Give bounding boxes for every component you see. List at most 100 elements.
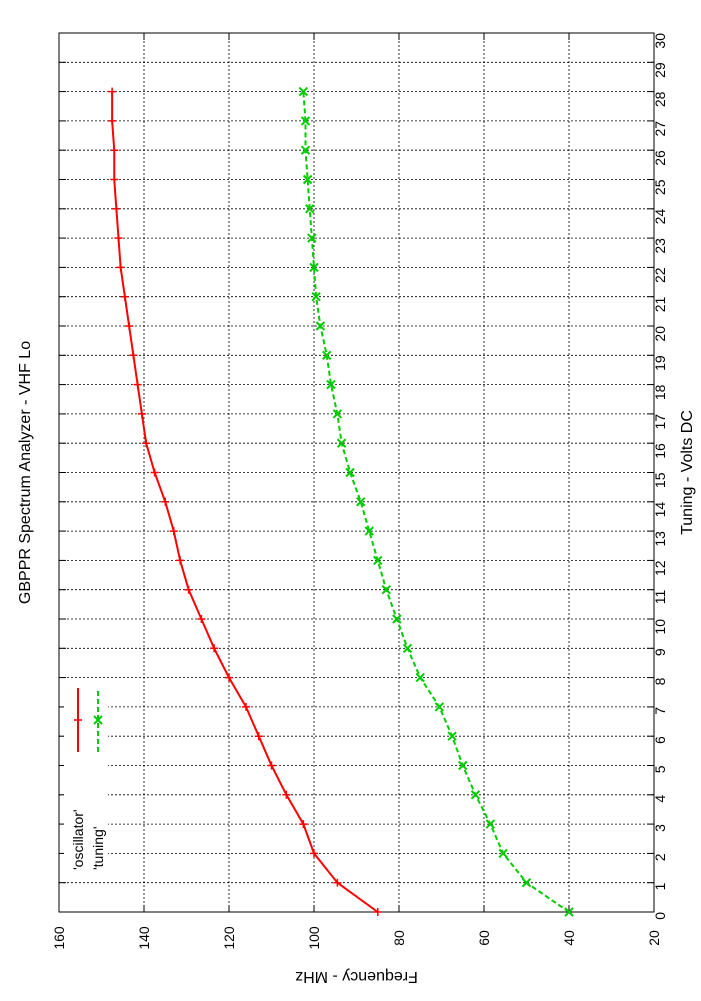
data-point (210, 644, 219, 653)
data-point (129, 351, 138, 360)
tick-label-x: 11 (652, 589, 668, 604)
tick-label-x: 18 (652, 384, 668, 400)
data-point (402, 643, 413, 654)
tick-label-y: 100 (306, 926, 322, 950)
data-point (336, 438, 347, 448)
chart-title: GBPPR Spectrum Analyzer - VHF Lo (17, 341, 34, 604)
data-point (108, 116, 117, 125)
data-point (169, 527, 178, 536)
tick-label-y: 40 (561, 930, 577, 946)
tick-label-x: 30 (652, 33, 668, 49)
series-line (302, 91, 570, 913)
data-point (447, 731, 457, 741)
data-point (110, 175, 119, 184)
data-point (225, 673, 233, 682)
series-1 (298, 86, 574, 917)
data-point (498, 848, 508, 859)
tick-label-x: 3 (652, 824, 668, 832)
data-point (298, 86, 309, 97)
data-point (305, 204, 315, 214)
data-point (434, 702, 445, 712)
data-point (114, 234, 123, 243)
data-point (564, 907, 574, 917)
tick-label-x: 17 (652, 414, 668, 430)
data-point (300, 116, 311, 126)
tick-label-x: 1 (652, 882, 668, 890)
tick-label-y: 20 (646, 930, 662, 946)
legend-marker (93, 715, 103, 725)
tick-label-x: 9 (652, 648, 668, 656)
tick-label-x: 14 (652, 502, 668, 518)
series (108, 86, 574, 917)
tick-label-x: 4 (652, 795, 668, 803)
tick-label-y: 160 (51, 926, 67, 950)
tick-label-x: 6 (652, 736, 668, 744)
tick-label-y: 120 (221, 926, 237, 950)
tick-label-x: 8 (652, 677, 668, 685)
data-point (137, 409, 146, 418)
tick-label-x: 20 (652, 326, 668, 342)
tick-label-x: 21 (652, 296, 668, 312)
tick-label-x: 15 (652, 472, 668, 488)
data-point (307, 233, 317, 243)
data-point (311, 291, 321, 302)
y-axis-label: Frequency - MHz (295, 968, 418, 985)
data-point (310, 849, 318, 858)
tick-label-x: 28 (652, 91, 668, 107)
data-point (333, 878, 342, 887)
tick-label-x: 27 (652, 121, 668, 137)
data-point (415, 672, 425, 683)
tick-label-x: 7 (652, 707, 668, 715)
data-point (176, 556, 185, 565)
data-point (485, 819, 496, 829)
data-point (356, 497, 366, 507)
tick-label-y: 80 (391, 930, 407, 946)
tick-label-x: 10 (652, 619, 668, 635)
data-point (300, 145, 311, 155)
data-point (373, 908, 382, 916)
data-point (116, 263, 125, 272)
grid (59, 33, 654, 912)
data-point (322, 350, 332, 361)
tick-label-x: 29 (652, 62, 668, 78)
tick-label-x: 23 (652, 238, 668, 254)
data-point (197, 615, 206, 623)
data-point (254, 732, 263, 741)
data-point (184, 585, 193, 594)
data-point (381, 584, 391, 595)
data-point (142, 439, 151, 448)
data-point (309, 262, 319, 273)
data-point (150, 468, 159, 477)
data-point (108, 87, 117, 96)
data-point (242, 702, 250, 711)
data-point (112, 204, 121, 213)
tick-label-x: 0 (652, 912, 668, 920)
tick-label-x: 5 (652, 765, 668, 773)
data-point (364, 526, 374, 536)
legend-label: 'tuning' (90, 827, 106, 871)
data-point (302, 174, 313, 185)
tick-label-x: 25 (652, 179, 668, 195)
data-point (458, 760, 468, 771)
tick-label-x: 16 (652, 443, 668, 459)
data-point (299, 820, 308, 829)
tick-label-x: 22 (652, 267, 668, 283)
tick-label-y: 60 (476, 930, 492, 946)
legend-marker (74, 716, 82, 724)
tick-label-x: 19 (652, 355, 668, 371)
data-point (125, 322, 134, 330)
data-point (282, 790, 291, 799)
data-point (133, 380, 142, 389)
data-point (161, 497, 170, 506)
tick-label-y: 140 (136, 926, 152, 950)
tick-label-x: 24 (652, 209, 668, 225)
x-axis-label: Tuning - Volts DC (679, 410, 696, 535)
data-point (373, 555, 383, 566)
data-point (267, 761, 276, 770)
tick-label-x: 12 (652, 560, 668, 576)
series-0 (108, 87, 382, 916)
tick-label-x: 2 (652, 853, 668, 861)
data-point (326, 379, 336, 390)
